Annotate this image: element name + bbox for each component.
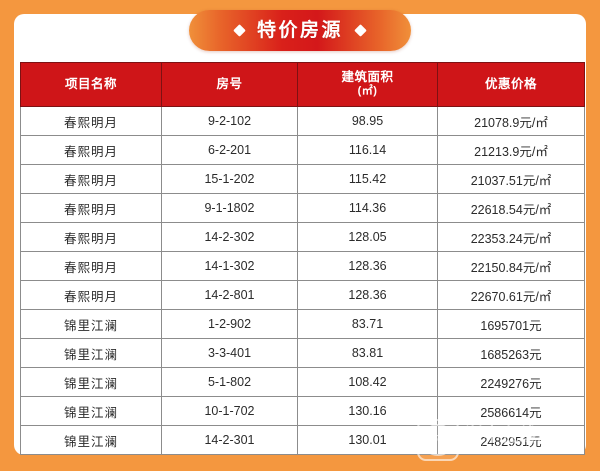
cell-project-name: 锦里江澜 <box>20 309 162 339</box>
cell-project-name: 锦里江澜 <box>20 425 162 455</box>
cell-project-name: 春熙明月 <box>20 280 162 310</box>
cell-unit-number: 1-2-902 <box>161 309 298 339</box>
cell-unit-number: 3-3-401 <box>161 338 298 368</box>
table-header-row: 项目名称 房号 建筑面积 (㎡) 优惠价格 <box>20 62 585 107</box>
cell-building-area: 83.71 <box>297 309 438 339</box>
cell-unit-number: 5-1-802 <box>161 367 298 397</box>
column-header-project-name: 项目名称 <box>20 62 162 107</box>
table-row: 春熙明月 14-1-302 128.36 22150.84元/㎡ <box>20 251 585 281</box>
column-header-unit-number: 房号 <box>161 62 298 107</box>
cell-unit-number: 14-2-302 <box>161 222 298 252</box>
table-row: 锦里江澜 14-2-301 130.01 2482951元 <box>20 425 585 455</box>
cell-discount-price: 21037.51元/㎡ <box>437 164 585 194</box>
cell-unit-number: 6-2-201 <box>161 135 298 165</box>
cell-building-area: 114.36 <box>297 193 438 223</box>
cell-project-name: 锦里江澜 <box>20 338 162 368</box>
cell-discount-price: 22618.54元/㎡ <box>437 193 585 223</box>
cell-discount-price: 21213.9元/㎡ <box>437 135 585 165</box>
cell-discount-price: 21078.9元/㎡ <box>437 106 585 136</box>
cell-discount-price: 22150.84元/㎡ <box>437 251 585 281</box>
cell-project-name: 春熙明月 <box>20 193 162 223</box>
cell-building-area: 108.42 <box>297 367 438 397</box>
cell-discount-price: 1695701元 <box>437 309 585 339</box>
column-header-label: 建筑面积 <box>341 70 394 85</box>
column-header-building-area: 建筑面积 (㎡) <box>297 62 438 107</box>
column-header-unit: (㎡) <box>357 85 378 98</box>
cell-building-area: 83.81 <box>297 338 438 368</box>
cell-building-area: 98.95 <box>297 106 438 136</box>
cell-building-area: 130.16 <box>297 396 438 426</box>
table-row: 锦里江澜 3-3-401 83.81 1685263元 <box>20 338 585 368</box>
table-row: 春熙明月 15-1-202 115.42 21037.51元/㎡ <box>20 164 585 194</box>
listings-table: 项目名称 房号 建筑面积 (㎡) 优惠价格 春熙明月 9-2-102 98.95 21… <box>20 62 585 455</box>
cell-building-area: 130.01 <box>297 425 438 455</box>
cell-discount-price: 2586614元 <box>437 396 585 426</box>
cell-building-area: 128.05 <box>297 222 438 252</box>
cell-project-name: 锦里江澜 <box>20 396 162 426</box>
cell-project-name: 春熙明月 <box>20 251 162 281</box>
table-body: 春熙明月 9-2-102 98.95 21078.9元/㎡ 春熙明月 6-2-201 116… <box>20 106 585 455</box>
column-header-discount-price: 优惠价格 <box>437 62 585 107</box>
cell-project-name: 春熙明月 <box>20 135 162 165</box>
column-header-label: 项目名称 <box>64 76 117 91</box>
table-row: 春熙明月 9-1-1802 114.36 22618.54元/㎡ <box>20 193 585 223</box>
cell-unit-number: 14-2-801 <box>161 280 298 310</box>
listings-table-container: 项目名称 房号 建筑面积 (㎡) 优惠价格 春熙明月 9-2-102 98.95 21… <box>20 62 585 455</box>
cell-discount-price: 1685263元 <box>437 338 585 368</box>
table-row: 春熙明月 14-2-801 128.36 22670.61元/㎡ <box>20 280 585 310</box>
cell-project-name: 春熙明月 <box>20 222 162 252</box>
cell-unit-number: 14-2-301 <box>161 425 298 455</box>
cell-building-area: 128.36 <box>297 251 438 281</box>
cell-unit-number: 15-1-202 <box>161 164 298 194</box>
cell-discount-price: 2482951元 <box>437 425 585 455</box>
cell-unit-number: 9-1-1802 <box>161 193 298 223</box>
cell-discount-price: 22353.24元/㎡ <box>437 222 585 252</box>
cell-project-name: 春熙明月 <box>20 106 162 136</box>
cell-discount-price: 2249276元 <box>437 367 585 397</box>
table-row: 春熙明月 14-2-302 128.05 22353.24元/㎡ <box>20 222 585 252</box>
cell-project-name: 春熙明月 <box>20 164 162 194</box>
table-row: 春熙明月 6-2-201 116.14 21213.9元/㎡ <box>20 135 585 165</box>
table-row: 锦里江澜 1-2-902 83.71 1695701元 <box>20 309 585 339</box>
cell-unit-number: 10-1-702 <box>161 396 298 426</box>
cell-building-area: 116.14 <box>297 135 438 165</box>
cell-discount-price: 22670.61元/㎡ <box>437 280 585 310</box>
table-row: 锦里江澜 5-1-802 108.42 2249276元 <box>20 367 585 397</box>
cell-unit-number: 14-1-302 <box>161 251 298 281</box>
table-row: 春熙明月 9-2-102 98.95 21078.9元/㎡ <box>20 106 585 136</box>
cell-unit-number: 9-2-102 <box>161 106 298 136</box>
table-row: 锦里江澜 10-1-702 130.16 2586614元 <box>20 396 585 426</box>
column-header-label: 房号 <box>216 76 243 91</box>
cell-building-area: 115.42 <box>297 164 438 194</box>
cell-project-name: 锦里江澜 <box>20 367 162 397</box>
column-header-label: 优惠价格 <box>484 76 537 91</box>
cell-building-area: 128.36 <box>297 280 438 310</box>
table-header: 项目名称 房号 建筑面积 (㎡) 优惠价格 <box>20 62 585 107</box>
